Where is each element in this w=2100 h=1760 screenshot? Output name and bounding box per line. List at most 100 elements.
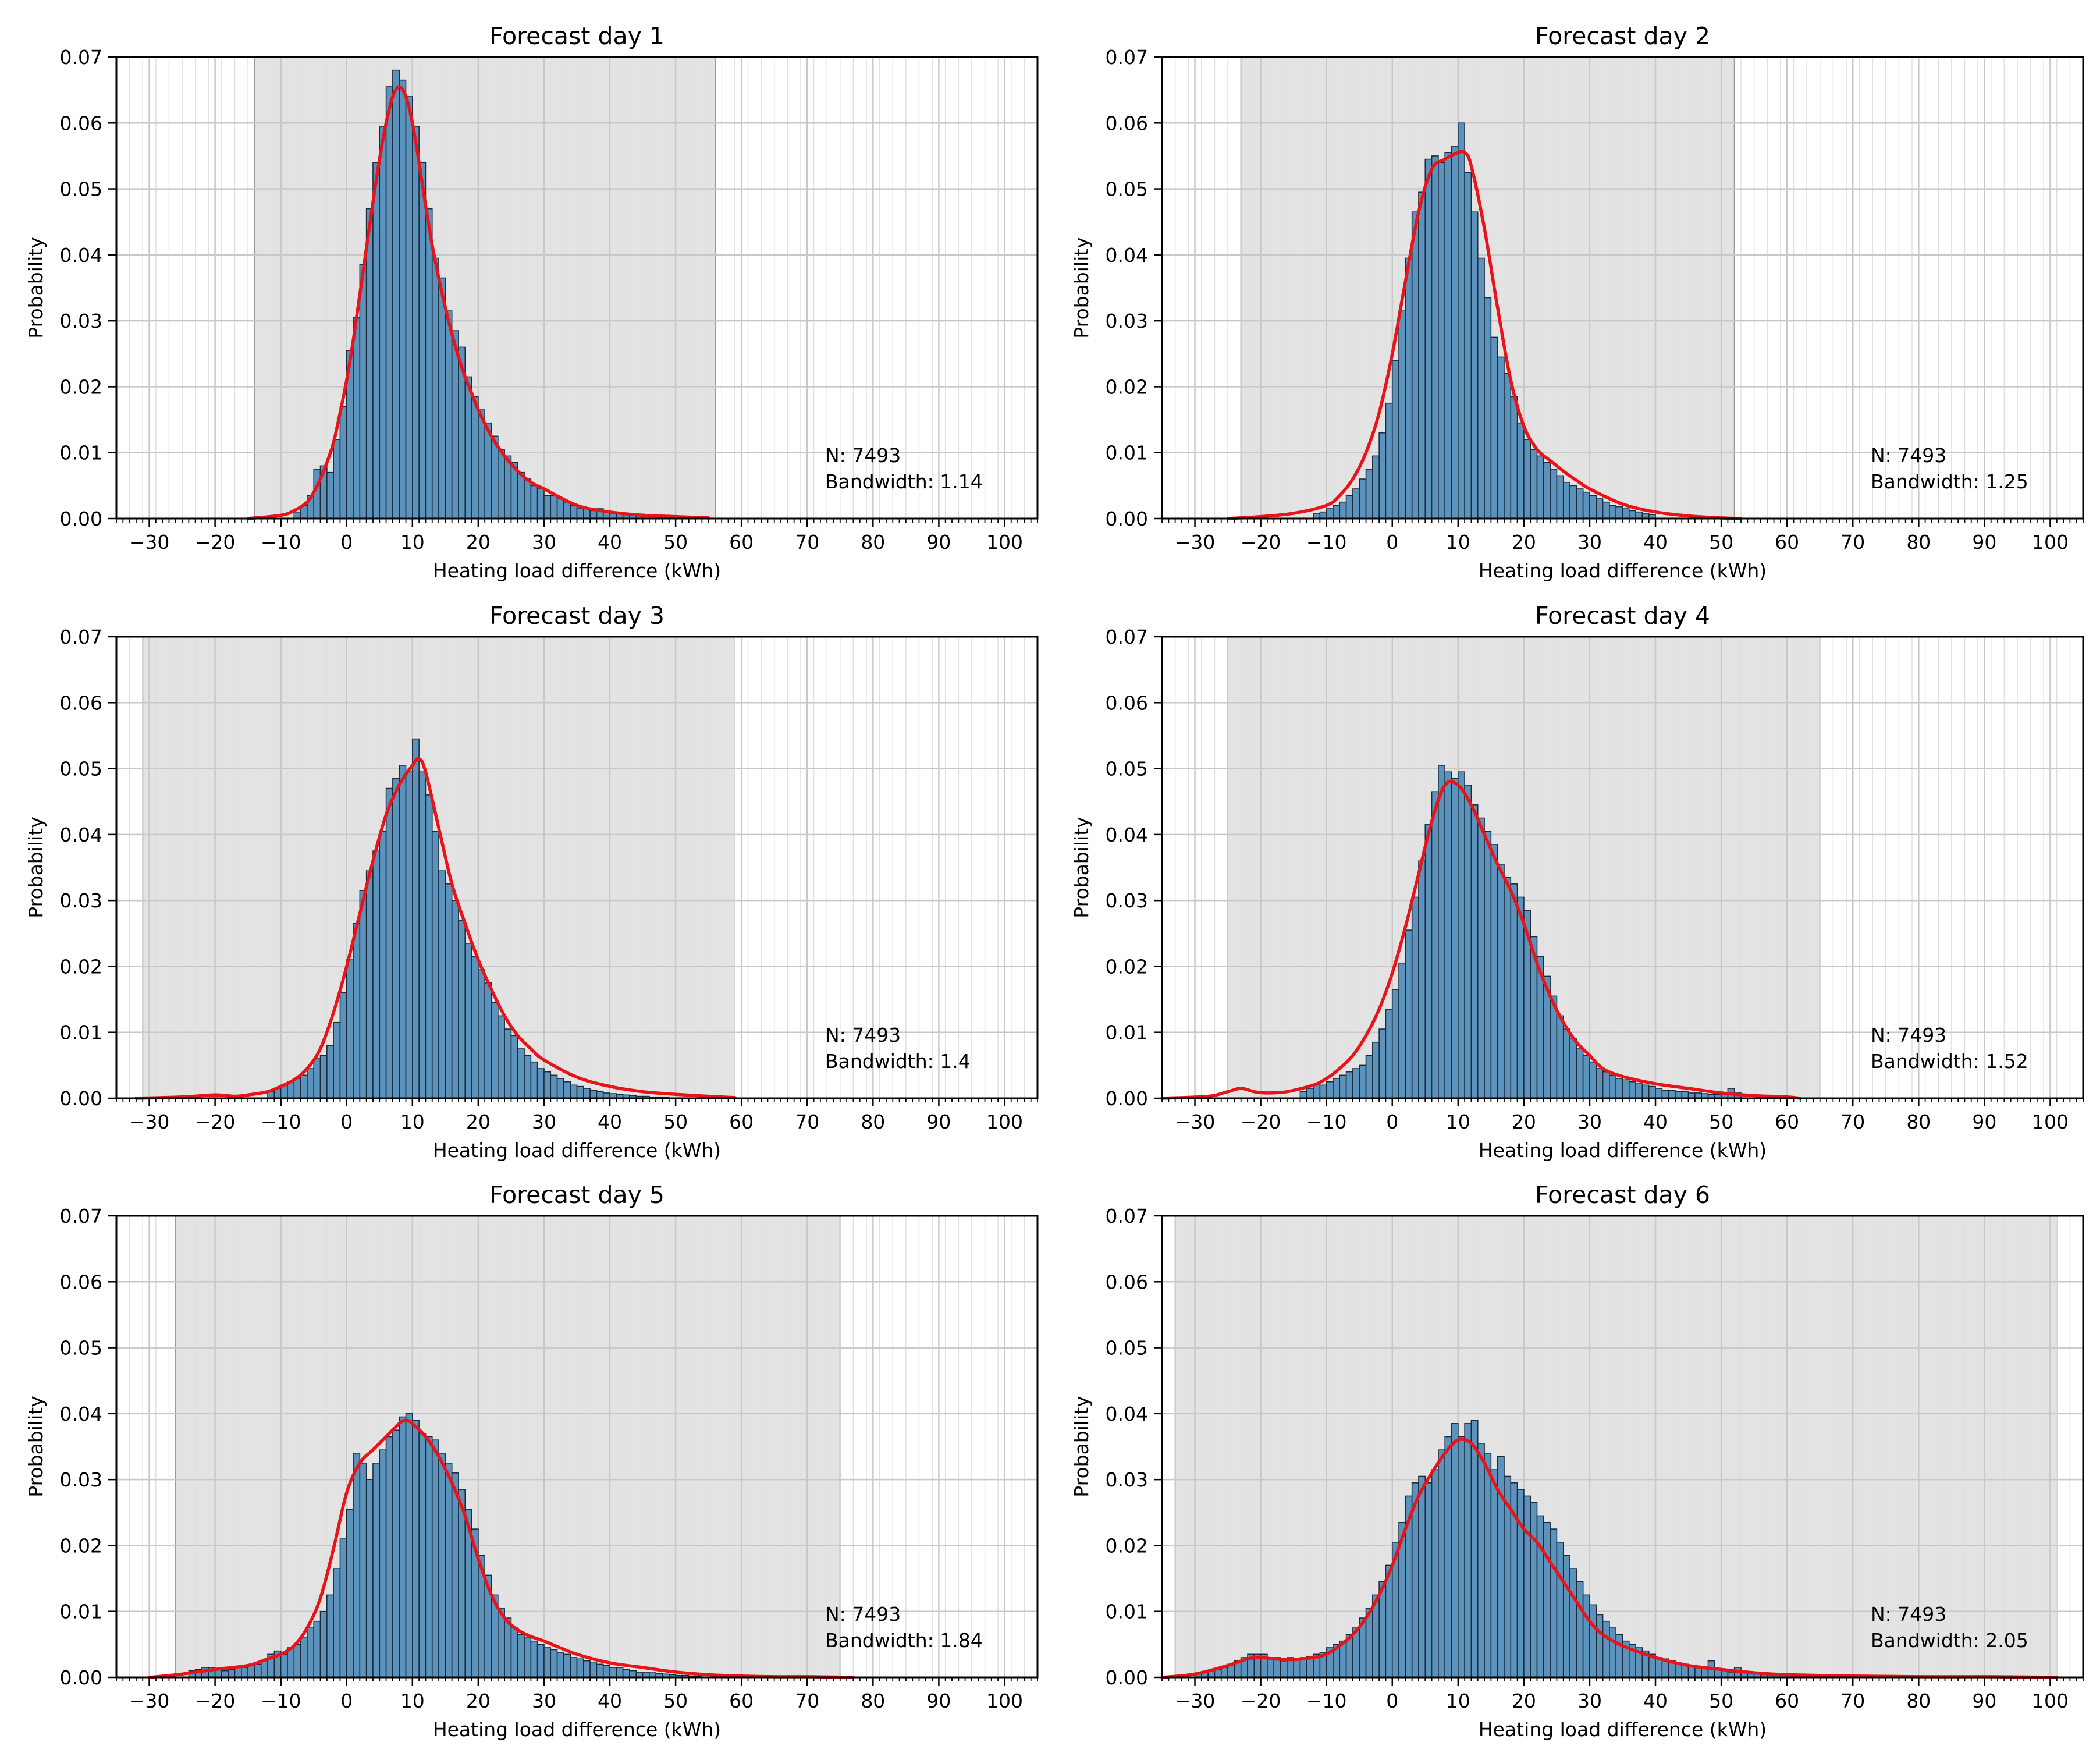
y-tick-label: 0.03 (60, 889, 102, 912)
histogram-bar (1431, 1469, 1439, 1678)
histogram-bar (1556, 475, 1564, 519)
y-tick-label: 0.02 (60, 955, 102, 978)
histogram-bar (524, 1055, 532, 1099)
histogram-bar (1629, 1081, 1636, 1099)
y-tick-label: 0.01 (60, 1021, 102, 1044)
histogram-bar (550, 1074, 558, 1099)
histogram-bar (570, 1084, 578, 1099)
histogram-bar (1378, 1028, 1387, 1099)
histogram-bar (1582, 1055, 1590, 1099)
histogram-bar (1444, 152, 1452, 519)
histogram-bar (556, 1652, 564, 1678)
chart-title: Forecast day 2 (1535, 22, 1710, 50)
histogram-bar (1655, 1088, 1663, 1099)
histogram-bar (1391, 360, 1399, 519)
y-tick-label: 0.05 (60, 1337, 102, 1360)
histogram-bar (1326, 1081, 1334, 1099)
y-tick-label: 0.07 (60, 46, 102, 69)
histogram-bar (563, 1653, 571, 1678)
y-tick-label: 0.04 (60, 824, 102, 846)
histogram-bar (359, 264, 367, 519)
histogram-bar (616, 1667, 624, 1678)
y-tick-label: 0.07 (1106, 1205, 1148, 1227)
histogram-bar (1609, 1627, 1616, 1678)
x-tick-label: 70 (1840, 1690, 1865, 1712)
histogram-bar (1280, 1660, 1288, 1678)
histogram-bar (576, 508, 584, 519)
x-tick-label: 90 (1972, 531, 1996, 553)
histogram-bar (1424, 158, 1433, 519)
x-tick-label: −10 (1306, 1110, 1347, 1133)
histogram-bar (1615, 506, 1623, 519)
x-tick-label: 30 (532, 531, 556, 553)
histogram-bar (1550, 1528, 1558, 1678)
x-tick-label: 50 (1709, 531, 1733, 553)
x-tick-label: 40 (598, 1110, 622, 1133)
histogram-bar (550, 495, 558, 519)
histogram-bar (1576, 488, 1584, 519)
x-axis-label: Heating load difference (kWh) (1479, 1139, 1767, 1162)
histogram-bar (1359, 478, 1367, 519)
x-tick-label: 30 (532, 1690, 556, 1712)
histogram-bar (1418, 860, 1426, 1099)
histogram-bar (1451, 146, 1459, 519)
histogram-bar (346, 1509, 354, 1678)
y-axis-label: Probability (24, 237, 47, 338)
x-tick-label: 100 (2032, 1690, 2069, 1712)
histogram-bar (536, 488, 545, 519)
histogram-bar (1464, 172, 1472, 519)
x-tick-label: 40 (598, 1690, 622, 1712)
x-tick-label: 80 (1906, 531, 1931, 553)
histogram-bar (1411, 211, 1419, 519)
histogram-bar (458, 920, 466, 1099)
histogram-bar (464, 376, 472, 519)
histogram-bar (247, 1665, 255, 1678)
histogram-bar (517, 471, 525, 519)
histogram-bar (1609, 505, 1616, 519)
kde-line (134, 757, 737, 1100)
histogram-bar (1641, 1084, 1650, 1099)
histogram-bar (319, 1055, 328, 1099)
histogram-bar (484, 982, 492, 1099)
histogram-bar (339, 406, 347, 519)
histogram-bar (1510, 883, 1518, 1099)
histogram-bar (372, 162, 381, 519)
histogram-bar (425, 794, 433, 1099)
y-tick-label: 0.06 (1106, 691, 1148, 714)
y-tick-label: 0.01 (1106, 1021, 1148, 1044)
histogram-bar (1516, 422, 1525, 519)
x-tick-label: −20 (1241, 1110, 1281, 1133)
histogram-bar (445, 310, 453, 519)
histogram-bar (576, 1658, 584, 1678)
bandwidth-annotation: Bandwidth: 1.84 (825, 1629, 983, 1652)
histogram-bar (1431, 791, 1439, 1099)
histogram-bar (589, 1662, 598, 1678)
histogram-bar (1220, 1667, 1228, 1678)
histogram-bar (550, 1649, 558, 1678)
x-axis-label: Heating load difference (kWh) (1479, 559, 1767, 582)
histogram-bar (1589, 1061, 1597, 1099)
y-tick-label: 0.05 (1106, 178, 1148, 201)
histogram-bar (333, 439, 341, 519)
chart-title: Forecast day 6 (1535, 1181, 1710, 1209)
y-tick-label: 0.03 (1106, 889, 1148, 912)
histogram-bar (1345, 1071, 1353, 1099)
histogram-bar (365, 1479, 374, 1678)
histogram-bar (1596, 1614, 1604, 1678)
x-tick-label: 70 (795, 531, 819, 553)
y-tick-label: 0.07 (60, 1205, 102, 1227)
x-tick-label: −30 (129, 1690, 170, 1712)
x-tick-label: 40 (1643, 531, 1668, 553)
x-tick-label: 0 (1386, 531, 1398, 553)
histogram-bar (471, 956, 479, 1099)
histogram-bar (1444, 771, 1452, 1099)
histogram-bar (438, 277, 446, 519)
histogram-bar (1451, 778, 1459, 1099)
bandwidth-annotation: Bandwidth: 1.4 (825, 1050, 971, 1073)
histogram-bar (425, 1436, 433, 1678)
x-tick-label: −30 (129, 531, 170, 553)
histogram-bar (339, 992, 347, 1099)
histogram-bar (491, 435, 499, 519)
x-tick-label: 80 (861, 1690, 885, 1712)
histogram-bar (576, 1085, 584, 1099)
